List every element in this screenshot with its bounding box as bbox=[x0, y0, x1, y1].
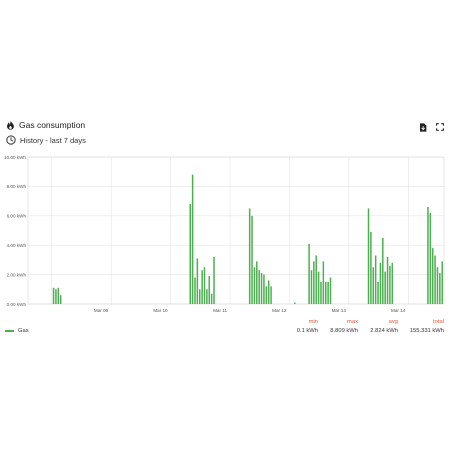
y-tick-label: 0.00 kWh bbox=[7, 302, 27, 307]
bar bbox=[382, 237, 384, 304]
widget-header: Gas consumption History - last 7 days bbox=[6, 120, 446, 150]
bar bbox=[201, 270, 203, 304]
bar bbox=[248, 208, 251, 304]
bar bbox=[434, 255, 436, 304]
plot-frame bbox=[27, 156, 445, 305]
legend[interactable]: Gas bbox=[5, 328, 29, 334]
stat-value-avg: 2.824 kWh bbox=[370, 328, 398, 334]
stat-value-total: 155.331 kWh bbox=[409, 328, 444, 334]
clock-icon bbox=[6, 135, 16, 145]
bar bbox=[384, 271, 386, 304]
stat-header-total: total bbox=[433, 319, 444, 325]
bar bbox=[270, 286, 272, 304]
bar bbox=[327, 281, 329, 304]
y-tick-label: 6.00 kWh bbox=[7, 214, 27, 219]
x-tick-label: Mar 12 bbox=[272, 308, 287, 313]
bar bbox=[389, 265, 391, 304]
x-tick-label: Mar 14 bbox=[391, 308, 406, 313]
fullscreen-icon[interactable] bbox=[436, 123, 444, 131]
y-tick-label: 2.00 kWh bbox=[7, 272, 27, 277]
bar bbox=[256, 261, 258, 304]
bar bbox=[260, 273, 263, 304]
stat-header-max: max bbox=[347, 319, 358, 325]
bar bbox=[191, 174, 194, 304]
bar bbox=[377, 281, 379, 304]
bar bbox=[294, 302, 296, 304]
csv-download-icon[interactable] bbox=[419, 123, 427, 132]
stat-header-avg: avg bbox=[388, 319, 398, 325]
bar bbox=[196, 258, 199, 304]
bar bbox=[253, 267, 256, 304]
bar bbox=[322, 261, 325, 304]
bar bbox=[189, 204, 191, 304]
bar bbox=[263, 274, 265, 304]
bar bbox=[431, 248, 434, 304]
bar bbox=[208, 276, 211, 304]
bar bbox=[372, 267, 375, 304]
subtitle-row: History - last 7 days bbox=[6, 135, 86, 145]
bar bbox=[213, 256, 215, 304]
bar bbox=[315, 255, 317, 304]
x-tick-label: Mar 11 bbox=[213, 308, 227, 313]
widget-title: Gas consumption bbox=[19, 120, 86, 130]
stat-value-max: 8.809 kWh bbox=[330, 328, 358, 334]
bar bbox=[52, 287, 55, 304]
bar bbox=[203, 267, 206, 304]
x-tick-label: Mar 10 bbox=[153, 308, 168, 313]
gas-consumption-chart: 0.00 kWh 2.00 kWh 4.00 kWh 6.00 kWh 8.00 kWh… bbox=[4, 155, 445, 313]
bar bbox=[267, 280, 270, 304]
bar bbox=[210, 293, 213, 304]
title-row: Gas consumption bbox=[6, 120, 85, 130]
bar bbox=[308, 243, 310, 304]
legend-swatch bbox=[5, 330, 14, 332]
bar bbox=[324, 281, 327, 304]
bar bbox=[386, 256, 389, 304]
bar bbox=[59, 295, 62, 304]
x-tick-label: Mar 13 bbox=[332, 308, 347, 313]
bar bbox=[391, 262, 394, 304]
bar bbox=[198, 289, 201, 304]
flame-icon bbox=[7, 120, 14, 130]
bar bbox=[427, 206, 429, 304]
bar bbox=[313, 261, 315, 304]
widget-actions bbox=[419, 123, 444, 132]
bar bbox=[57, 287, 60, 304]
stat-header-min: min bbox=[308, 319, 318, 325]
y-tick-label: 8.00 kWh bbox=[7, 184, 27, 189]
chart-area: 0.00 kWh 2.00 kWh 4.00 kWh 6.00 kWh 8.00 kWh… bbox=[0, 150, 452, 322]
bar bbox=[367, 208, 370, 304]
bar bbox=[55, 289, 57, 304]
bar bbox=[436, 267, 439, 304]
bar bbox=[320, 281, 322, 304]
legend-label: Gas bbox=[18, 328, 29, 334]
x-tick-label: Mar 09 bbox=[94, 308, 109, 313]
bar bbox=[310, 270, 313, 304]
bar bbox=[251, 215, 253, 304]
bar bbox=[206, 289, 208, 304]
widget-subtitle: History - last 7 days bbox=[20, 135, 86, 145]
bar bbox=[441, 261, 443, 304]
bar bbox=[370, 231, 372, 304]
bar bbox=[379, 262, 382, 304]
bar bbox=[194, 277, 196, 304]
bar bbox=[439, 273, 441, 304]
stat-value-min: 0.1 kWh bbox=[296, 328, 318, 334]
bar bbox=[329, 277, 332, 304]
bar bbox=[258, 270, 260, 304]
y-tick-label: 10.00 kWh bbox=[4, 155, 26, 160]
bar bbox=[374, 255, 377, 304]
bar bbox=[317, 271, 320, 304]
y-tick-label: 4.00 kWh bbox=[7, 243, 27, 248]
bar bbox=[429, 212, 432, 304]
stats-table: min max avg total 0.1 kWh 8.809 kWh 2.82… bbox=[0, 316, 452, 340]
bar bbox=[265, 286, 268, 304]
